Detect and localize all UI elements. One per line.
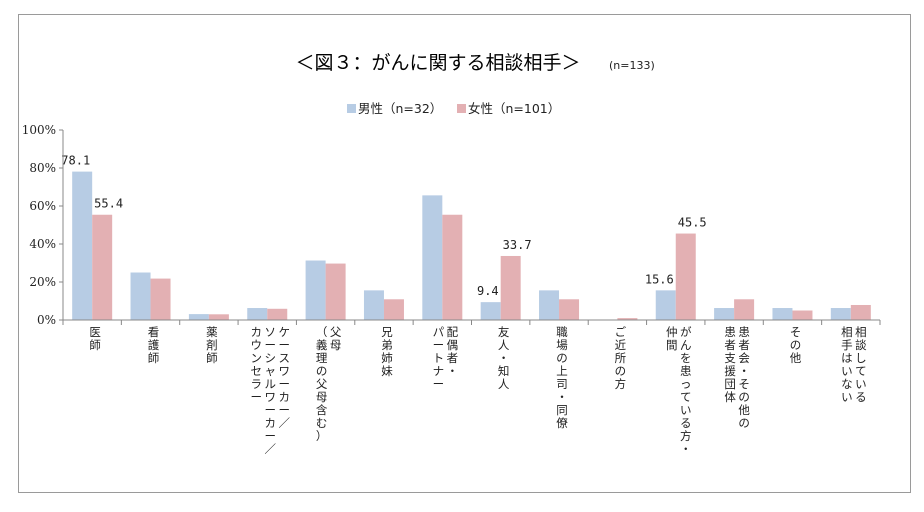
data-label-female: 55.4: [94, 197, 123, 211]
category-label-line: （義理の父母含む）: [316, 325, 328, 443]
category-label-line: 医師: [89, 325, 101, 352]
category-label-line: 友人・知人: [498, 325, 510, 391]
y-axis-ticks: 0% 20% 40% 60% 80% 100%: [22, 123, 63, 327]
category-label-line: 父母: [330, 325, 342, 352]
bar-male: [130, 272, 151, 320]
category-label-line: パートナー: [433, 325, 445, 391]
y-tick-label: 20%: [29, 275, 56, 289]
category-label: 職場の上司・同僚: [556, 325, 568, 430]
bar-male: [714, 308, 735, 320]
bar-male: [830, 308, 851, 320]
chart-subtitle: (n=133): [609, 59, 655, 72]
legend-swatch-male: [347, 104, 356, 113]
category-label-line: その他: [790, 325, 802, 365]
data-label-female: 45.5: [678, 216, 707, 230]
category-label: がんを患っている方・仲間: [666, 325, 692, 456]
bar-male: [363, 290, 384, 320]
bar-female: [383, 299, 404, 320]
bars: [72, 171, 871, 320]
bar-female: [442, 214, 463, 320]
category-label-line: 看護師: [148, 325, 160, 365]
data-labels: 78.1 9.4 15.6 55.4 33.7 45.5: [61, 154, 706, 299]
category-label: ご近所の方: [615, 325, 627, 391]
y-tick-label: 40%: [29, 237, 56, 251]
bar-female: [734, 299, 755, 320]
y-tick-label: 100%: [22, 123, 56, 137]
category-label-line: 配偶者・: [447, 325, 459, 378]
category-labels: 医師看護師薬剤師ケースワーカー／ソーシャルワーカー／カウンセラー父母（義理の父母…: [89, 325, 867, 456]
category-label-line: がんを患っている方・: [680, 325, 692, 456]
category-label: 配偶者・パートナー: [433, 325, 459, 391]
category-label-line: ケースワーカー／: [279, 325, 291, 430]
bar-female: [675, 233, 696, 320]
bar-female: [792, 310, 813, 320]
bar-male: [480, 302, 501, 320]
y-tick-label: 80%: [29, 161, 56, 175]
bar-male: [72, 171, 93, 320]
legend: 男性（n=32） 女性（n=101）: [347, 101, 560, 116]
axes: [62, 130, 881, 325]
category-label: 看護師: [148, 325, 160, 365]
bar-male: [247, 308, 268, 320]
bar-female: [92, 214, 113, 320]
chart-frame: [18, 14, 911, 493]
category-label-line: 相談している: [855, 325, 867, 404]
bar-male: [655, 290, 676, 320]
y-tick-label: 0%: [37, 313, 56, 327]
category-label-line: ご近所の方: [615, 325, 627, 391]
category-label: 父母（義理の父母含む）: [316, 325, 342, 443]
bar-female: [559, 299, 580, 320]
bar-male: [539, 290, 560, 320]
bar-male: [422, 195, 443, 320]
bar-male: [305, 260, 326, 320]
data-label-male: 9.4: [477, 284, 499, 298]
bar-female: [208, 314, 229, 320]
category-label: 医師: [89, 325, 101, 352]
category-label-line: 患者会・その他の: [738, 325, 750, 430]
bar-female: [325, 263, 346, 320]
legend-swatch-female: [457, 104, 466, 113]
data-label-male: 78.1: [61, 154, 90, 168]
bar-male: [188, 314, 209, 320]
bar-female: [267, 308, 288, 320]
y-tick-label: 60%: [29, 199, 56, 213]
data-label-male: 15.6: [645, 272, 674, 286]
category-label-line: 仲間: [666, 325, 678, 352]
category-label-line: 薬剤師: [206, 325, 218, 365]
category-label-line: カウンセラー: [251, 325, 263, 404]
chart-title: ＜図３：がんに関する相談相手＞: [295, 52, 580, 74]
category-label-line: 相手はいない: [841, 325, 853, 404]
category-label-line: 職場の上司・同僚: [556, 325, 568, 430]
legend-label-male: 男性（n=32）: [358, 101, 442, 116]
bar-female: [850, 304, 871, 320]
category-label: 友人・知人: [498, 325, 510, 391]
bar-female: [617, 318, 638, 320]
category-label-line: ソーシャルワーカー／: [265, 325, 277, 456]
bar-female: [500, 255, 521, 320]
category-label: 兄弟姉妹: [381, 325, 393, 378]
category-label: その他: [790, 325, 802, 365]
category-label: ケースワーカー／ソーシャルワーカー／カウンセラー: [251, 325, 291, 456]
bar-female: [150, 278, 171, 320]
bar-male: [772, 308, 793, 320]
data-label-female: 33.7: [503, 238, 532, 252]
legend-label-female: 女性（n=101）: [468, 101, 560, 116]
category-label-line: 兄弟姉妹: [381, 325, 393, 378]
category-label-line: 患者支援団体: [724, 325, 736, 404]
category-label: 薬剤師: [206, 325, 218, 365]
